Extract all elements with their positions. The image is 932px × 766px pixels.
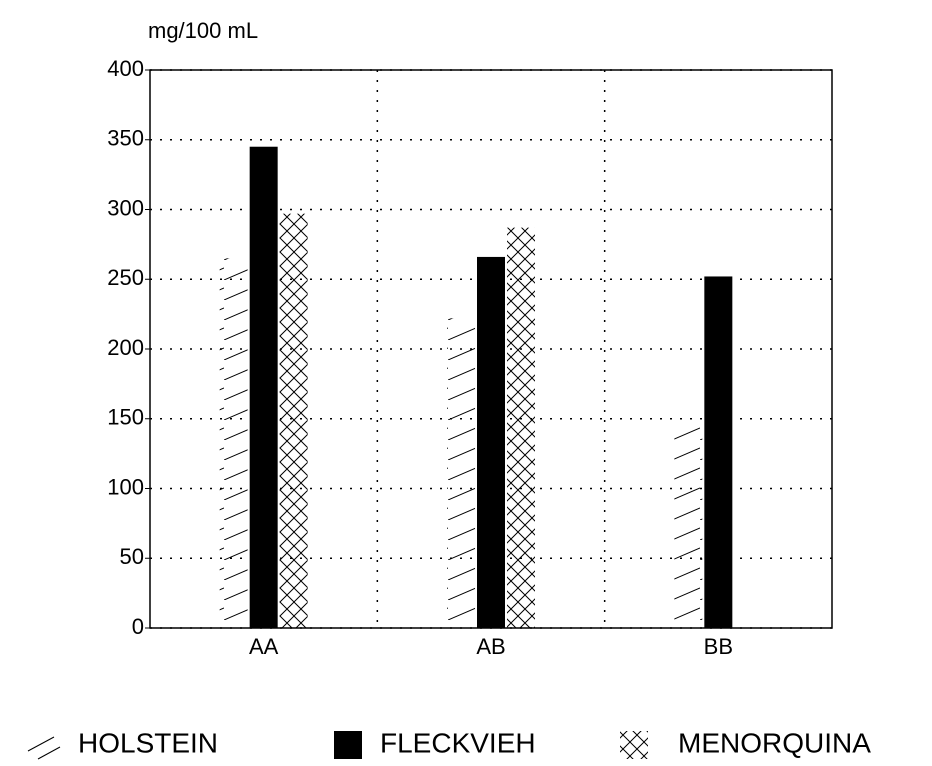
y-tick-label: 0 bbox=[132, 614, 144, 639]
y-tick-label: 200 bbox=[107, 335, 144, 360]
legend-label: MENORQUINA bbox=[678, 727, 871, 758]
x-tick-label: BB bbox=[704, 634, 733, 659]
bar bbox=[674, 420, 703, 628]
y-tick-label: 50 bbox=[120, 544, 144, 569]
legend-swatch bbox=[620, 731, 648, 759]
y-tick-label: 300 bbox=[107, 195, 144, 220]
x-tick-label: AA bbox=[249, 634, 279, 659]
bar bbox=[704, 276, 733, 628]
bar bbox=[279, 213, 308, 628]
x-tick-label: AB bbox=[476, 634, 505, 659]
y-tick-label: 250 bbox=[107, 265, 144, 290]
legend-swatch bbox=[37, 746, 61, 760]
y-tick-label: 350 bbox=[107, 126, 144, 151]
bar bbox=[507, 227, 535, 628]
bar bbox=[477, 256, 505, 628]
y-axis-label: mg/100 mL bbox=[148, 18, 258, 43]
y-tick-label: 150 bbox=[107, 405, 144, 430]
legend-swatch bbox=[27, 736, 55, 752]
bar bbox=[447, 318, 475, 628]
bar bbox=[249, 146, 278, 628]
bar bbox=[219, 258, 248, 628]
legend-swatch bbox=[334, 731, 362, 759]
legend-label: HOLSTEIN bbox=[78, 727, 218, 758]
y-tick-label: 100 bbox=[107, 474, 144, 499]
legend-label: FLECKVIEH bbox=[380, 727, 536, 758]
y-tick-label: 400 bbox=[107, 56, 144, 81]
